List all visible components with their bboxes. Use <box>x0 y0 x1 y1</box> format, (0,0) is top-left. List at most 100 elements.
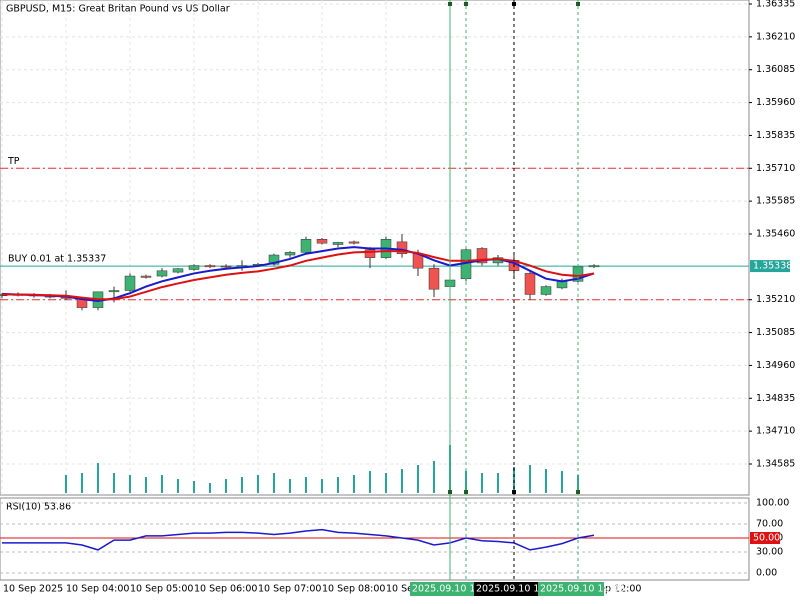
candle-body <box>108 290 120 293</box>
y-tick-label: 1.34585 <box>756 459 795 470</box>
level-name: TP <box>7 156 20 167</box>
candle-body <box>204 265 216 268</box>
y-tick-label: 1.35460 <box>756 229 795 240</box>
volume-bar <box>161 475 163 493</box>
rsi-tick-label: 0.00 <box>756 568 777 579</box>
candle-body <box>284 252 296 256</box>
rsi-level-tag <box>750 532 780 544</box>
y-tick-label: 1.35210 <box>756 294 795 305</box>
level-name: BUY 0.01 at 1.35337 <box>8 254 106 265</box>
y-tick-label: 1.36335 <box>756 0 795 10</box>
moving-average <box>2 250 595 301</box>
volume-bar <box>577 475 579 493</box>
volume-bar <box>113 473 115 493</box>
volume-bar <box>481 473 483 493</box>
candle-body <box>172 268 184 273</box>
candle-body <box>348 241 360 244</box>
volume-bar <box>401 469 403 493</box>
volume-bar <box>145 477 147 493</box>
time-tag <box>474 582 540 596</box>
volume-bar <box>305 477 307 493</box>
y-tick-label: 1.35585 <box>756 196 795 207</box>
candle-body <box>268 254 280 265</box>
candle-body <box>140 275 152 278</box>
time-tag-label: 2025.09.10 11:00 <box>476 584 561 595</box>
rsi-tick-label: 30.00 <box>756 547 783 558</box>
volume-bar <box>241 477 243 493</box>
x-tick-label: 10 Sep 2025 <box>3 584 63 595</box>
rsi-tick-label: 70.00 <box>756 519 783 530</box>
time-tag-label: 2025.09.10 10:00 <box>412 584 497 595</box>
candle-body <box>396 241 408 254</box>
vline-handle <box>464 2 468 6</box>
x-tick-label: 10 Sep 06:00 <box>194 584 257 595</box>
volume-bar <box>209 483 211 493</box>
rsi-level-label: 50.00 <box>753 533 780 544</box>
y-tick-label: 1.34960 <box>756 360 795 371</box>
price-tag <box>750 260 790 273</box>
x-tick-label: 10 Sep 04:00 <box>66 584 129 595</box>
candle-body <box>332 242 344 245</box>
volume-bar <box>545 469 547 493</box>
volume-bar <box>385 473 387 493</box>
candle-body <box>524 273 536 295</box>
x-tick-label: 10 Sep 12:00 <box>578 584 641 595</box>
volume-bar <box>225 479 227 493</box>
vline-handle <box>448 2 452 6</box>
time-tag <box>538 582 604 596</box>
volume-bar <box>561 471 563 493</box>
y-tick-label: 1.34710 <box>756 426 795 437</box>
price-tag-label: 1.35338 <box>753 261 792 272</box>
y-tick-label: 1.35085 <box>756 327 795 338</box>
candle-body <box>476 248 488 264</box>
volume-bar <box>177 479 179 493</box>
volume-bar <box>353 475 355 493</box>
candle-body <box>300 239 312 253</box>
volume-bar <box>289 479 291 493</box>
candle-body <box>124 275 136 291</box>
y-tick-label: 1.36085 <box>756 64 795 75</box>
volume-bar <box>81 473 83 493</box>
candle-body <box>428 267 440 290</box>
chart-title: GBPUSD, M15: Great Britan Pound vs US Do… <box>6 4 230 15</box>
y-tick-label: 1.35710 <box>756 163 795 174</box>
x-tick-label: 10 Sep 08:00 <box>322 584 385 595</box>
candle-body <box>316 239 328 244</box>
volume-bar <box>417 465 419 493</box>
volume-bar <box>65 475 67 493</box>
x-tick-label: 10 Sep 05:00 <box>130 584 193 595</box>
candle-body <box>364 249 376 258</box>
volume-bar <box>97 463 99 493</box>
candle-body <box>588 265 600 268</box>
volume-bar <box>129 475 131 493</box>
volume-bar <box>273 473 275 493</box>
candle-body <box>188 265 200 270</box>
volume-bar <box>497 473 499 493</box>
volume-bar <box>433 461 435 493</box>
vline-handle <box>576 490 580 494</box>
main-pane <box>0 0 750 496</box>
y-tick-label: 1.35960 <box>756 97 795 108</box>
rsi-title: RSI(10) 53.86 <box>6 502 71 513</box>
candle-body <box>220 265 232 268</box>
rsi-line <box>2 528 595 551</box>
volume-bar <box>257 475 259 493</box>
volume-bar <box>321 479 323 493</box>
time-tag <box>410 582 476 596</box>
rsi-pane <box>0 497 750 581</box>
vline-handle <box>448 490 452 494</box>
y-tick-label: 1.36210 <box>756 31 795 42</box>
vline-handle <box>512 490 516 494</box>
vline-handle <box>512 2 516 6</box>
vline-handle <box>576 2 580 6</box>
candle-body <box>540 286 552 295</box>
x-tick-label: 10 Sep 07:00 <box>258 584 321 595</box>
y-tick-label: 1.35835 <box>756 130 795 141</box>
rsi-tick-label: 100.00 <box>756 498 789 509</box>
volume-bar <box>529 465 531 493</box>
vline-handle <box>464 490 468 494</box>
y-tick-label: 1.34835 <box>756 393 795 404</box>
volume-bar <box>369 471 371 493</box>
candle-body <box>156 270 168 277</box>
